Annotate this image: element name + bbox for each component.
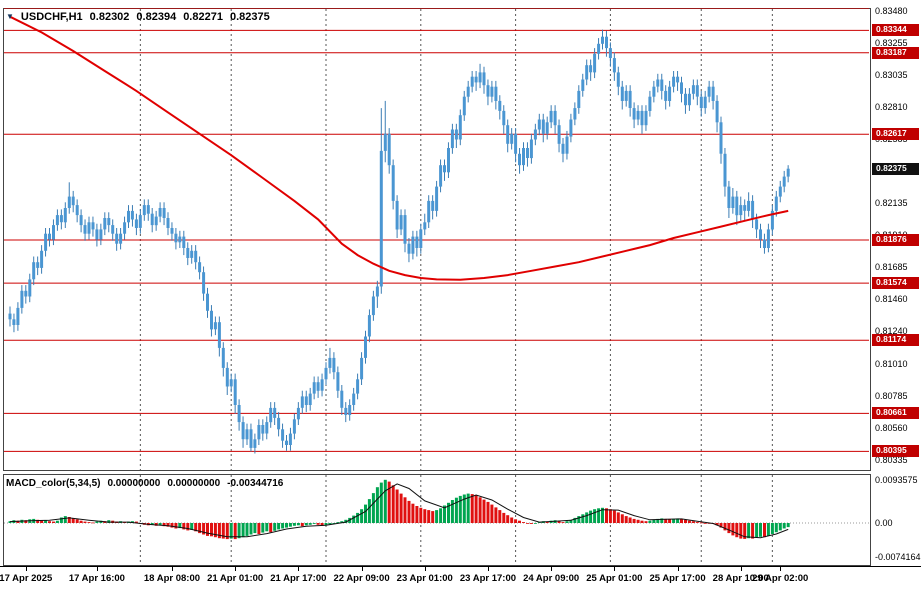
time-tick-mark	[424, 567, 426, 571]
level-price-badge: 0.83344	[872, 24, 919, 37]
time-tick-mark	[780, 567, 782, 571]
candles-group	[8, 29, 790, 454]
time-tick-label: 25 Apr 17:00	[649, 573, 706, 584]
time-tick-label: 22 Apr 09:00	[333, 573, 390, 584]
time-tick-mark	[614, 567, 616, 571]
macd-header: MACD_color(5,34,5) 0.00000000 0.00000000…	[6, 478, 283, 489]
high-value: 0.82394	[136, 11, 177, 23]
time-tick-mark	[171, 567, 173, 571]
horizontal-level-lines	[4, 8, 869, 452]
macd-pane-border	[3, 474, 871, 566]
time-tick-label: 21 Apr 17:00	[270, 573, 327, 584]
price-tick-label: 0.80785	[875, 390, 908, 401]
price-tick-label: 0.81240	[875, 325, 908, 336]
time-tick-label: 21 Apr 01:00	[207, 573, 264, 584]
time-tick-mark	[96, 567, 98, 571]
price-tick-label: 0.83480	[875, 5, 908, 16]
symbol-period-label: USDCHF,H1	[20, 11, 83, 23]
time-tick-label: 17 Apr 16:00	[68, 573, 125, 584]
price-tick-label: 0.83255	[875, 38, 908, 49]
macd-indicator-chart[interactable]	[3, 474, 871, 566]
price-tick-label: 0.80335	[875, 454, 908, 465]
macd-title: MACD_color(5,34,5)	[6, 478, 101, 489]
price-tick-label: 0.83035	[875, 69, 908, 80]
pane-splitter[interactable]	[3, 470, 871, 474]
time-tick-label: 25 Apr 01:00	[586, 573, 643, 584]
price-tick-label: 0.82135	[875, 198, 908, 208]
chart-ohlc-header: ▼ USDCHF,H1 0.82302 0.82394 0.82271 0.82…	[6, 11, 270, 23]
macd-signal-line	[9, 483, 789, 539]
price-tick-label: 0.81010	[875, 358, 908, 369]
time-tick-label: 23 Apr 17:00	[459, 573, 517, 584]
time-tick-label: 29 Apr 02:00	[752, 573, 809, 584]
time-tick-label: 23 Apr 01:00	[396, 573, 453, 584]
price-scale[interactable]: 0.834800.832550.830350.828100.825850.821…	[871, 0, 921, 590]
macd-tick-label: 0.00	[875, 518, 893, 528]
level-price-badge: 0.80395	[872, 445, 919, 458]
macd-hist-value: -0.00344716	[227, 478, 284, 489]
price-tick-label: 0.80560	[875, 422, 908, 433]
time-tick-mark	[551, 567, 553, 571]
time-tick-mark	[677, 567, 679, 571]
time-tick-mark	[487, 567, 489, 571]
time-tick-mark	[25, 567, 27, 571]
level-price-badge: 0.80661	[872, 407, 919, 420]
time-scale[interactable]: 17 Apr 2025 17 Apr 16:00 18 Apr 08:00 21 Ap…	[0, 566, 921, 590]
macd-main-value: 0.00000000	[107, 478, 161, 489]
time-tick-mark	[235, 567, 237, 571]
ma-line	[9, 15, 789, 281]
current-price-badge: 0.82375	[872, 162, 919, 175]
price-chart[interactable]	[3, 8, 871, 471]
macd-tick-label: -0.0074164	[875, 552, 921, 563]
low-value: 0.82271	[183, 11, 223, 23]
time-tick-mark	[740, 567, 742, 571]
level-price-badge: 0.82617	[872, 128, 919, 140]
price-tick-label: 0.81460	[875, 294, 908, 305]
time-tick-mark	[361, 567, 363, 571]
level-price-badge: 0.81574	[872, 277, 919, 289]
level-price-badge: 0.81876	[872, 233, 919, 246]
one-click-trading-toggle[interactable]: ▼	[6, 12, 14, 21]
level-price-badge: 0.83187	[872, 46, 919, 59]
macd-tick-label: 0.0093575	[875, 475, 918, 485]
time-tick-label: 24 Apr 09:00	[523, 573, 580, 584]
time-tick-mark	[298, 567, 300, 571]
time-tick-label: 28 Apr 10:00	[712, 573, 769, 584]
level-price-badge: 0.81174	[872, 334, 919, 346]
open-value: 0.82302	[89, 11, 130, 23]
price-tick-label: 0.82810	[875, 101, 908, 112]
close-value: 0.82375	[229, 11, 270, 23]
macd-signal-value: 0.00000000	[167, 478, 221, 489]
time-tick-label: 18 Apr 08:00	[143, 573, 201, 584]
price-tick-label: 0.81685	[875, 262, 908, 273]
macd-histogram	[8, 479, 790, 540]
time-tick-label: 17 Apr 2025	[0, 573, 53, 584]
